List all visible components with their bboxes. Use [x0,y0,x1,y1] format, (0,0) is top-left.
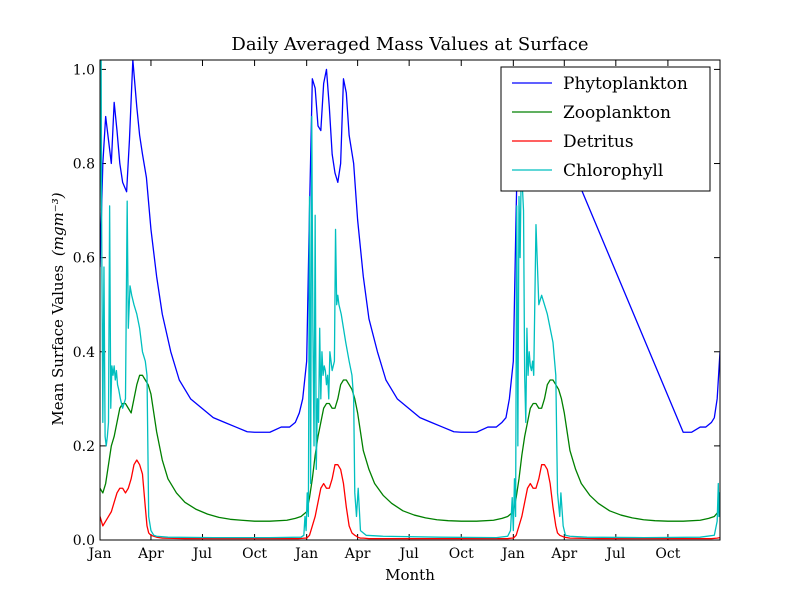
y-tick-label: 0.6 [73,251,95,267]
y-tick-label: 0.2 [73,439,95,455]
series-line-chlorophyll [100,60,720,539]
x-tick-label: Jan [293,546,318,562]
x-tick-label: Apr [550,546,577,562]
x-axis-label: Month [385,566,435,584]
legend-label-detritus: Detritus [563,132,634,152]
y-tick-label: 0.4 [73,345,95,361]
x-tick-label: Jul [398,546,420,562]
y-tick-label: 0.8 [73,157,95,173]
x-axis: Jan Apr Jul Oct Jan Apr Jul Oct Jan Apr Jul Oct [87,60,681,562]
x-tick-label: Jan [500,546,525,562]
x-tick-label: Oct [655,546,680,562]
legend: Phytoplankton Zooplankton Detritus Chloroph… [500,66,711,192]
x-tick-label: Jan [87,546,112,562]
legend-label-phytoplankton: Phytoplankton [563,74,688,94]
x-tick-label: Apr [137,546,164,562]
legend-label-zooplankton: Zooplankton [563,103,671,123]
series-line-zooplankton [100,374,720,522]
x-tick-label: Jul [604,546,626,562]
y-axis-label: Mean Surface Values (mgm⁻³) [49,192,67,425]
y-axis: 0.0 0.2 0.4 0.6 0.8 1.0 [73,62,720,549]
y-tick-label: 1.0 [73,62,95,78]
x-tick-label: Apr [344,546,371,562]
chart-title: Daily Averaged Mass Values at Surface [231,34,588,55]
x-tick-label: Oct [449,546,474,562]
series-line-detritus [100,459,720,540]
legend-label-chlorophyll: Chlorophyll [563,161,663,181]
y-axis-label-text: Mean Surface Values [49,265,67,426]
y-tick-label: 0.0 [73,533,95,549]
plot-frame [99,59,721,541]
x-tick-label: Jul [191,546,213,562]
y-axis-label-unit: (mgm⁻³) [49,192,67,256]
x-tick-label: Oct [242,546,267,562]
